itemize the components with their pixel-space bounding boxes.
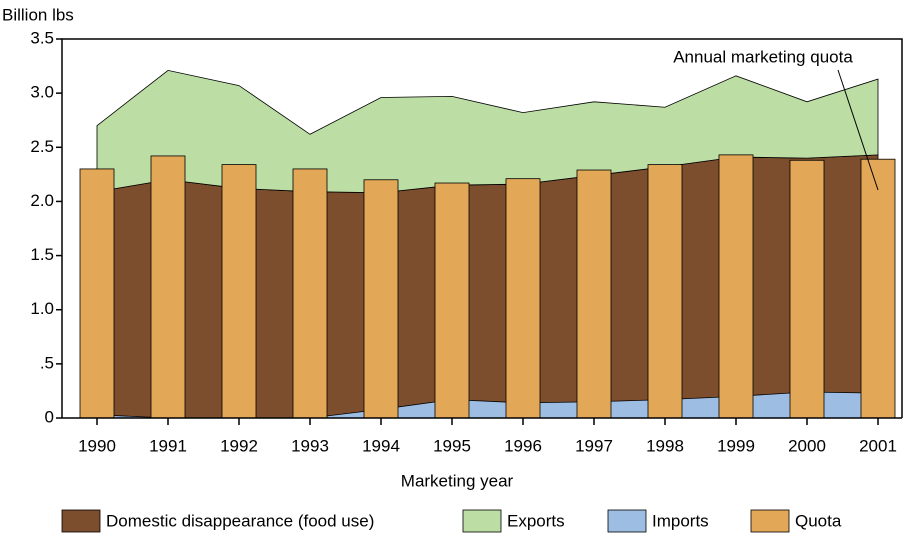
legend-label: Quota: [795, 511, 842, 530]
legend-label: Domestic disappearance (food use): [106, 511, 374, 530]
x-tick-label: 1991: [149, 436, 187, 455]
x-tick-label: 1993: [291, 436, 329, 455]
x-tick-label: 1990: [78, 436, 116, 455]
frame: [61, 38, 903, 418]
bar: [434, 182, 470, 419]
x-axis-title: Marketing year: [401, 471, 514, 490]
x-tick-label: 2000: [788, 436, 826, 455]
x-tick-label: 1998: [646, 436, 684, 455]
legend-swatch: [61, 509, 101, 533]
y-tick-label: 3.5: [30, 28, 54, 47]
x-tick-label: 1999: [717, 436, 755, 455]
x-tick-label: 1992: [220, 436, 258, 455]
y-tick-label: 2.0: [30, 191, 54, 210]
legend-swatch: [750, 509, 790, 533]
x-tick-label: 1996: [504, 436, 542, 455]
bar: [576, 169, 612, 419]
y-tick-label: 1.5: [30, 245, 54, 264]
x-tick-label: 1994: [362, 436, 400, 455]
bar: [789, 159, 825, 419]
bar: [363, 179, 399, 419]
y-tick-label: 0: [45, 407, 54, 426]
bar: [150, 155, 186, 419]
bar: [221, 164, 257, 419]
annotation-leader: [837, 69, 879, 191]
bar: [647, 164, 683, 419]
x-tick-label: 2001: [859, 436, 897, 455]
bar: [505, 178, 541, 419]
y-axis-title: Billion lbs: [2, 5, 74, 24]
x-tick-label: 1995: [433, 436, 471, 455]
legend-label: Imports: [652, 511, 709, 530]
legend-swatch: [607, 509, 647, 533]
y-tick-label: 1.0: [30, 299, 54, 318]
y-tick-label: 2.5: [30, 137, 54, 156]
bar: [718, 154, 754, 419]
annotation: Annual marketing quota: [673, 47, 853, 66]
x-tick-label: 1997: [575, 436, 613, 455]
area: [96, 154, 879, 419]
bar: [292, 168, 328, 419]
bar: [860, 158, 896, 419]
legend-label: Exports: [507, 511, 565, 530]
y-tick-label: .5: [40, 353, 54, 372]
y-tick-label: 3.0: [30, 83, 54, 102]
bar: [79, 168, 115, 419]
legend-swatch: [462, 509, 502, 533]
